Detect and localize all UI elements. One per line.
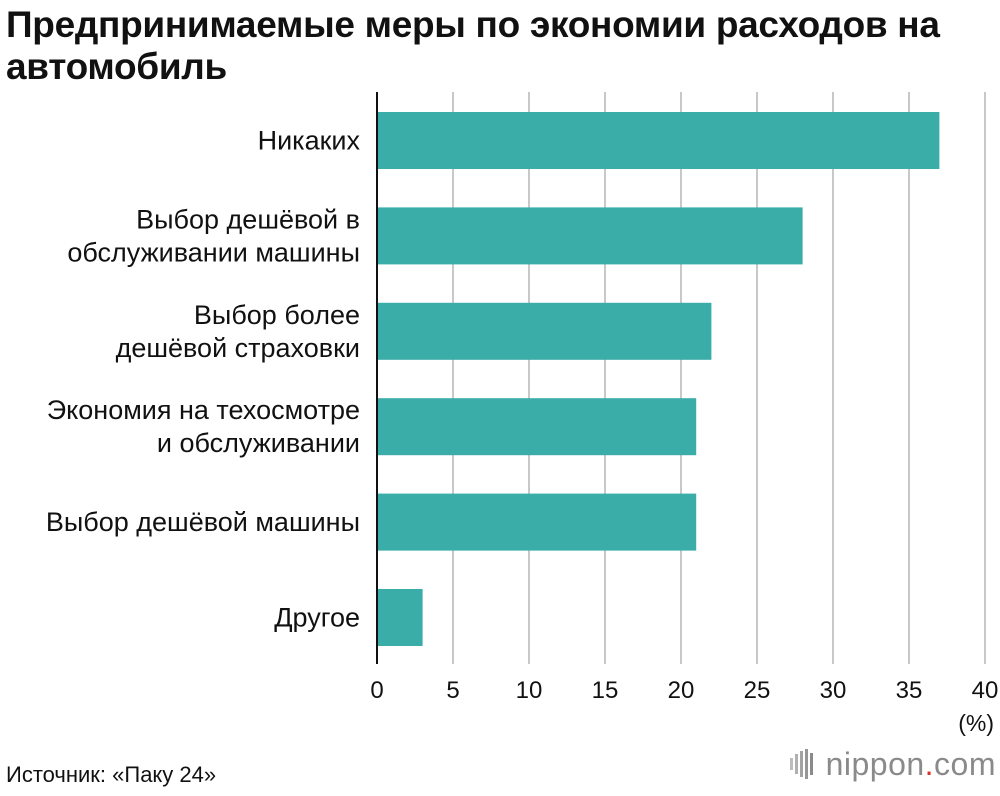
category-label: Никаких [258, 126, 361, 156]
logo-suffix: com [934, 745, 996, 782]
bar [377, 112, 940, 169]
bars [377, 112, 940, 646]
nippon-logo: nippon.com [789, 744, 996, 784]
category-label: обслуживании машины [67, 237, 360, 267]
category-label: Другое [274, 603, 360, 633]
chart-title: Предпринимаемые меры по экономии расходо… [6, 4, 940, 87]
logo-name: nippon [825, 745, 925, 782]
bar [377, 493, 697, 551]
x-tick-label: 15 [592, 677, 619, 704]
source-note: Источник: «Паку 24» [6, 762, 217, 787]
bar [377, 302, 712, 360]
category-label: Выбор дешёвой в [136, 204, 360, 234]
category-label: Выбор дешёвой машины [46, 507, 360, 537]
x-axis-unit-label: (%) [958, 710, 994, 736]
nippon-logo-text: nippon.com [826, 746, 996, 783]
category-label: Экономия на техосмотре [47, 395, 360, 425]
category-label: Выбор более [194, 300, 360, 330]
category-label: дешёвой страховки [116, 333, 360, 363]
x-tick-label: 0 [370, 677, 383, 704]
x-tick-label: 35 [896, 677, 923, 704]
x-tick-label: 10 [516, 677, 543, 704]
x-tick-label: 20 [668, 677, 695, 704]
x-axis-ticks: 0 5 10 15 20 25 30 35 40 [370, 677, 998, 704]
x-tick-label: 5 [446, 677, 459, 704]
grid-lines [452, 92, 986, 664]
x-tick-label: 30 [820, 677, 847, 704]
category-label: и обслуживании [157, 428, 360, 458]
bar [377, 398, 697, 456]
bar [377, 207, 803, 265]
x-tick-label: 40 [972, 677, 999, 704]
logo-dot: . [924, 745, 935, 782]
x-tick-label: 25 [744, 677, 771, 704]
nippon-logo-mark-icon [789, 749, 813, 779]
bar [377, 589, 423, 646]
